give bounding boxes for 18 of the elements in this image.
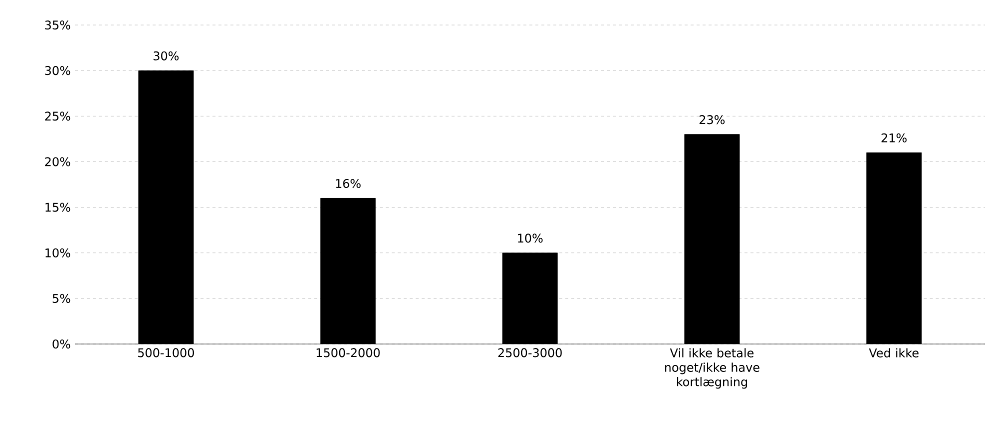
x-tick-label: 1500-2000 <box>316 348 380 358</box>
x-tick-label: Vil ikke betale noget/ikke have kortlægning <box>665 348 760 389</box>
y-tick-label: 25% <box>45 112 70 121</box>
x-tick-label: 500-1000 <box>138 348 194 358</box>
data-label: 21% <box>882 133 907 142</box>
y-tick-label: 0% <box>52 339 70 349</box>
data-label: 10% <box>518 234 543 243</box>
data-label: 16% <box>336 178 361 188</box>
y-tick-label: 20% <box>45 157 70 166</box>
data-label: 23% <box>700 115 725 124</box>
y-tick-label: 5% <box>52 294 70 303</box>
y-tick-label: 15% <box>46 202 70 212</box>
data-label: 30% <box>154 51 179 60</box>
x-tick-label: 2500-3000 <box>498 348 562 358</box>
y-tick-label: 35% <box>45 20 70 30</box>
y-tick-label: 10% <box>46 248 70 258</box>
x-tick-label: Ved ikke <box>868 348 919 358</box>
y-tick-label: 30% <box>45 66 70 76</box>
